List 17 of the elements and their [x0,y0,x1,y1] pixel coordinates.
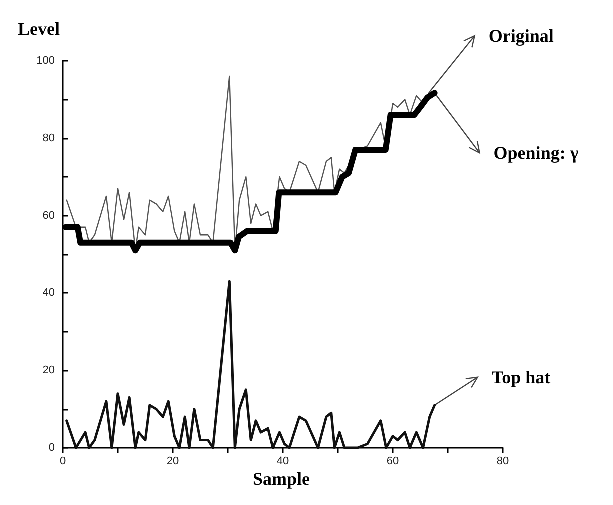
y-tick-label: 40 [42,287,55,300]
text: Original [488,26,554,46]
x-tick-label: 0 [60,456,66,468]
y-tick-label: 0 [48,442,55,454]
y-tick-label: 100 [36,55,55,67]
x-axis-title: Sample [253,469,310,489]
y-tick-label: 80 [42,132,55,144]
y-tick-label: 60 [42,210,55,222]
text: Opening: γ [494,143,580,164]
y-tick-label: 20 [42,364,55,377]
y-axis-title: Level [18,19,60,39]
x-tick-label: 40 [276,456,290,468]
x-tick-label: 60 [386,456,400,468]
text: Top hat [492,367,551,388]
x-tick-label: 20 [166,456,180,468]
x-tick-label: 80 [496,456,510,468]
line-series [66,280,436,450]
